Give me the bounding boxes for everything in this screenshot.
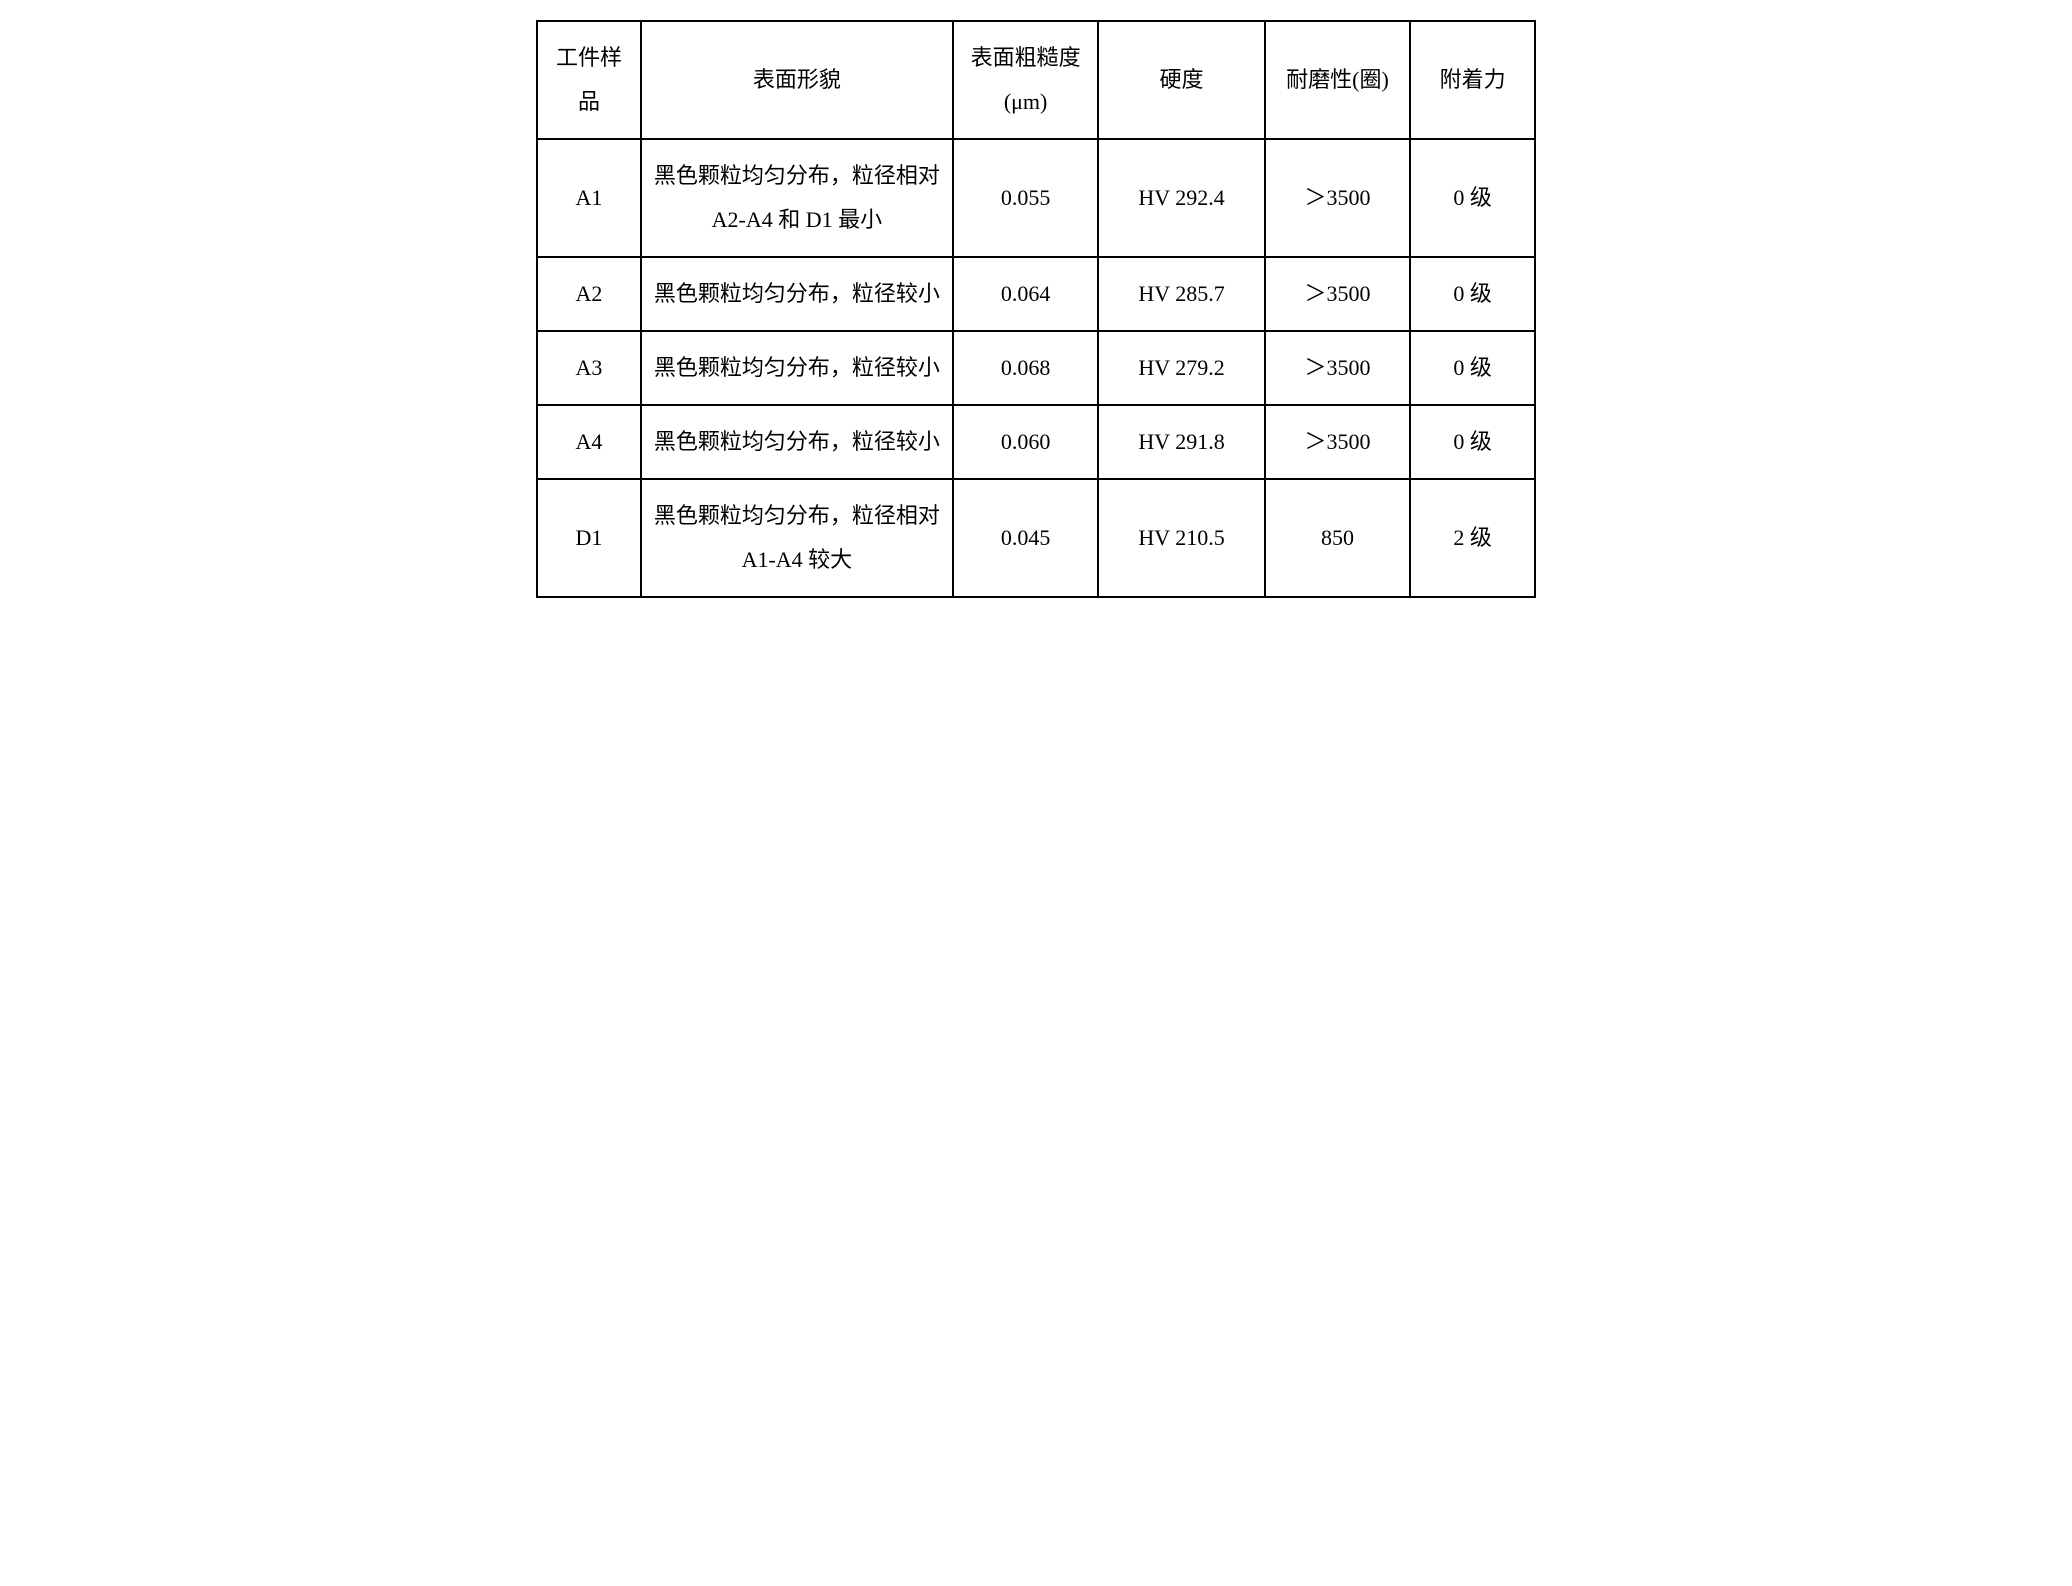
cell-sample: A4 xyxy=(537,405,641,479)
cell-morph: 黑色颗粒均匀分布，粒径相对 A1-A4 较大 xyxy=(641,479,953,597)
cell-wear: ＞3500 xyxy=(1265,139,1411,257)
col-header-sample: 工件样品 xyxy=(537,21,641,139)
cell-hardness: HV 279.2 xyxy=(1098,331,1264,405)
col-header-roughness: 表面粗糙度(μm) xyxy=(953,21,1099,139)
cell-adhesion: 0 级 xyxy=(1410,405,1535,479)
table-row: A3 黑色颗粒均匀分布，粒径较小 0.068 HV 279.2 ＞3500 0 … xyxy=(537,331,1535,405)
cell-morph: 黑色颗粒均匀分布，粒径相对 A2-A4 和 D1 最小 xyxy=(641,139,953,257)
cell-wear: ＞3500 xyxy=(1265,405,1411,479)
cell-sample: A3 xyxy=(537,331,641,405)
cell-adhesion: 0 级 xyxy=(1410,331,1535,405)
cell-sample: A2 xyxy=(537,257,641,331)
table-header-row: 工件样品 表面形貌 表面粗糙度(μm) 硬度 耐磨性(圈) 附着力 xyxy=(537,21,1535,139)
table-row: A2 黑色颗粒均匀分布，粒径较小 0.064 HV 285.7 ＞3500 0 … xyxy=(537,257,1535,331)
cell-adhesion: 0 级 xyxy=(1410,257,1535,331)
cell-wear: ＞3500 xyxy=(1265,331,1411,405)
col-header-wear: 耐磨性(圈) xyxy=(1265,21,1411,139)
cell-morph: 黑色颗粒均匀分布，粒径较小 xyxy=(641,331,953,405)
cell-sample: A1 xyxy=(537,139,641,257)
cell-sample: D1 xyxy=(537,479,641,597)
cell-hardness: HV 292.4 xyxy=(1098,139,1264,257)
properties-table: 工件样品 表面形貌 表面粗糙度(μm) 硬度 耐磨性(圈) 附着力 A1 黑色颗… xyxy=(536,20,1536,598)
cell-wear: ＞3500 xyxy=(1265,257,1411,331)
table-row: A4 黑色颗粒均匀分布，粒径较小 0.060 HV 291.8 ＞3500 0 … xyxy=(537,405,1535,479)
col-header-adhesion: 附着力 xyxy=(1410,21,1535,139)
table-row: D1 黑色颗粒均匀分布，粒径相对 A1-A4 较大 0.045 HV 210.5… xyxy=(537,479,1535,597)
cell-wear: 850 xyxy=(1265,479,1411,597)
cell-roughness: 0.068 xyxy=(953,331,1099,405)
cell-roughness: 0.055 xyxy=(953,139,1099,257)
table-row: A1 黑色颗粒均匀分布，粒径相对 A2-A4 和 D1 最小 0.055 HV … xyxy=(537,139,1535,257)
cell-roughness: 0.064 xyxy=(953,257,1099,331)
cell-hardness: HV 210.5 xyxy=(1098,479,1264,597)
cell-hardness: HV 285.7 xyxy=(1098,257,1264,331)
cell-hardness: HV 291.8 xyxy=(1098,405,1264,479)
col-header-morph: 表面形貌 xyxy=(641,21,953,139)
cell-adhesion: 2 级 xyxy=(1410,479,1535,597)
cell-morph: 黑色颗粒均匀分布，粒径较小 xyxy=(641,257,953,331)
cell-morph: 黑色颗粒均匀分布，粒径较小 xyxy=(641,405,953,479)
cell-adhesion: 0 级 xyxy=(1410,139,1535,257)
table-body: A1 黑色颗粒均匀分布，粒径相对 A2-A4 和 D1 最小 0.055 HV … xyxy=(537,139,1535,597)
col-header-hardness: 硬度 xyxy=(1098,21,1264,139)
cell-roughness: 0.060 xyxy=(953,405,1099,479)
cell-roughness: 0.045 xyxy=(953,479,1099,597)
